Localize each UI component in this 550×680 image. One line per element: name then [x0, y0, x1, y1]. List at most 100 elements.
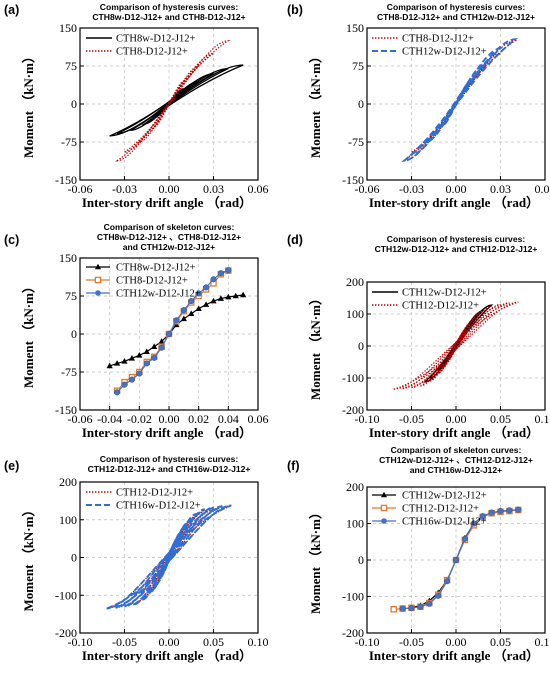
x-axis-label: Inter-story drift angle （rad） — [82, 195, 252, 210]
legend-entry: CTH12-D12-J12+ — [372, 301, 479, 312]
panel-label: (b) — [287, 3, 303, 17]
panel-b: (b) Comparison of hysteresis curves: CTH8-… — [287, 2, 550, 210]
chart-title-line: CTH8w-D12-J12+ and CTH8-D12-J12+ — [92, 12, 245, 22]
panel-label: (d) — [287, 233, 303, 247]
data-point-marker — [232, 292, 239, 299]
y-tick-label: -150 — [342, 173, 364, 187]
data-point-marker — [417, 603, 424, 610]
series-line — [116, 269, 229, 393]
x-tick-label: -0.06 — [355, 182, 380, 196]
y-tick-label: 0 — [358, 97, 364, 111]
y-tick-label: -100 — [55, 588, 77, 602]
data-point-marker — [399, 605, 406, 612]
data-point-marker — [121, 358, 128, 364]
x-tick-label: -0.03 — [399, 182, 424, 196]
x-tick-label: -0.05 — [399, 635, 424, 649]
y-tick-label: 150 — [346, 21, 364, 35]
y-tick-label: 200 — [59, 475, 77, 489]
y-axis-label: Moment （kN·m） — [21, 50, 36, 158]
plot-area — [106, 504, 232, 610]
x-tick-label: 0.00 — [446, 182, 467, 196]
data-point-marker — [470, 520, 477, 527]
y-tick-label: -150 — [55, 403, 77, 417]
x-tick-label: 0.05 — [490, 412, 511, 426]
data-point-marker — [506, 507, 513, 514]
hysteresis-loop — [401, 38, 519, 162]
data-point-marker — [180, 307, 187, 314]
legend-entry: CTH8w-D12-J12+ — [86, 34, 195, 45]
x-tick-label: 0.10 — [535, 635, 550, 649]
chart-title-line: and CTH16w-D12-J12+ — [410, 465, 502, 475]
plot-area — [390, 506, 522, 613]
data-point-marker — [136, 351, 143, 358]
legend-label: CTH12-D12-J12+ — [402, 301, 479, 312]
data-point-marker — [128, 355, 136, 361]
x-tick-label: 0.00 — [159, 182, 180, 196]
x-tick-label: 0.04 — [218, 412, 239, 426]
x-tick-label: 0.03 — [203, 182, 224, 196]
data-point-marker — [210, 276, 217, 283]
data-point-marker — [121, 381, 128, 388]
y-tick-label: -200 — [342, 626, 364, 640]
y-tick-label: -75 — [61, 135, 77, 149]
hysteresis-loop — [402, 302, 510, 390]
data-point-marker — [202, 301, 210, 307]
panel-f: (f)Comparison of skeleton curves:CTH12w-… — [287, 445, 550, 663]
chart-title-line: Comparison of hysteresis curves: — [100, 454, 239, 464]
chart-title-line: CTH12w-D12-J12+ and CTH12-D12-J12+ — [375, 244, 538, 254]
legend-label: CTH8w-D12-J12+ — [116, 34, 195, 45]
y-tick-label: 0 — [358, 339, 364, 353]
chart-title-line: CTH12w-D12-J12+ 、CTH12-D12-J12+ — [379, 455, 533, 465]
hysteresis-loop — [401, 39, 518, 162]
y-tick-label: 0 — [71, 327, 77, 341]
y-tick-label: 100 — [346, 307, 364, 321]
hysteresis-loop — [408, 47, 504, 156]
data-point-marker — [173, 317, 180, 324]
y-axis-label: Moment （kN·m） — [308, 506, 323, 614]
data-point-marker — [435, 592, 442, 599]
panel-c: (c)Comparison of skeleton curves:CTH8w-D… — [4, 222, 269, 440]
data-point-marker — [225, 267, 232, 274]
legend-entry: CTH8w-D12-J12+ — [86, 263, 195, 274]
data-point-marker — [515, 506, 522, 513]
x-tick-label: 0.00 — [446, 635, 467, 649]
chart-title-line: and CTH12w-D12-J12+ — [123, 242, 215, 252]
data-point-marker — [158, 344, 165, 351]
x-axis-label: Inter-story drift angle （rad） — [369, 195, 539, 210]
legend-entry: CTH16w-D12-J12+ — [372, 517, 487, 528]
data-point-marker — [203, 284, 210, 291]
chart-title-line: Comparison of hysteresis curves: — [387, 2, 526, 12]
plot-area — [401, 38, 519, 162]
legend-entry: CTH12w-D12-J12+ — [372, 491, 487, 502]
data-point-marker — [225, 293, 232, 300]
legend-entry: CTH8-D12-J12+ — [86, 276, 188, 287]
chart-title-line: CTH8w-D12-J12+ 、CTH8-D12-J12+ — [97, 232, 241, 242]
chart-title-line: Comparison of skeleton curves: — [391, 445, 522, 455]
data-point-marker — [113, 360, 121, 366]
series-line — [109, 294, 244, 367]
legend-label: CTH12-D12-J12+ — [116, 488, 193, 499]
hysteresis-loop — [130, 72, 214, 131]
legend-marker — [380, 504, 388, 512]
data-point-marker — [151, 354, 158, 361]
x-tick-label: 0.00 — [446, 412, 467, 426]
x-tick-label: 0.10 — [248, 635, 269, 649]
panel-label: (f) — [287, 459, 300, 473]
hysteresis-loop — [137, 65, 201, 143]
panel-e: (e) Comparison of hysteresis curves:CTH12… — [4, 454, 269, 663]
legend-label: CTH12w-D12-J12+ — [402, 491, 487, 502]
hysteresis-loop — [114, 39, 231, 162]
legend-label: CTH12-D12-J12+ — [402, 504, 479, 515]
plot-area — [109, 39, 244, 162]
x-tick-label: 0.03 — [490, 182, 511, 196]
y-axis-label: Moment （kN·m） — [308, 292, 323, 400]
legend-entry: CTH8-D12-J12+ — [372, 34, 474, 45]
data-point-marker — [188, 298, 195, 305]
data-point-marker — [136, 370, 143, 377]
data-point-marker — [390, 606, 397, 613]
data-point-marker — [195, 305, 202, 311]
data-point-marker — [128, 376, 135, 383]
data-point-marker — [426, 600, 433, 607]
data-point-marker — [188, 310, 195, 317]
y-tick-label: -150 — [55, 173, 77, 187]
